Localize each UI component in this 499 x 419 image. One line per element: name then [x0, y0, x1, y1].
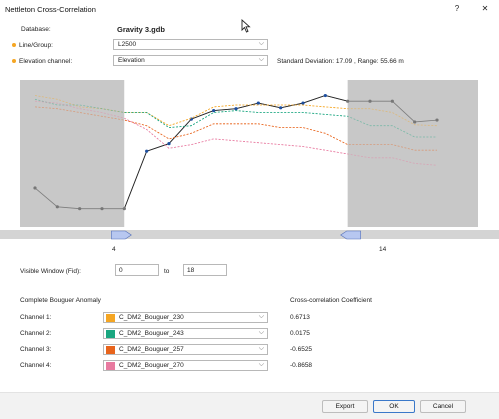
- series-point: [122, 207, 126, 211]
- channel-name: C_DM2_Bouguer_230: [119, 314, 184, 321]
- series-point: [256, 101, 260, 105]
- dialog-footer: Export OK Cancel: [0, 392, 499, 419]
- correlation-coefficient-value: -0.8658: [290, 362, 313, 369]
- series-point: [167, 142, 171, 146]
- channel-name: C_DM2_Bouguer_270: [119, 362, 184, 369]
- window-slider-track: [0, 230, 499, 239]
- window-end-marker-label: 14: [379, 246, 387, 253]
- channel-select[interactable]: C_DM2_Bouguer_270 ⌵: [103, 360, 268, 371]
- visible-window-to-input[interactable]: 18: [183, 264, 227, 276]
- plot-visible-window: [124, 80, 348, 227]
- statistics-text: Standard Deviation: 17.09 , Range: 55.66…: [277, 58, 404, 65]
- chevron-down-icon: ⌵: [258, 329, 264, 336]
- series-line: [124, 104, 348, 127]
- series-point: [33, 186, 37, 190]
- mouse-cursor-icon: [241, 18, 251, 36]
- channel-color-swatch: [106, 346, 115, 354]
- channel-color-swatch: [106, 362, 115, 370]
- line-group-value: L2500: [118, 41, 137, 48]
- correlation-coefficient-value: 0.6713: [290, 314, 310, 321]
- visible-window-from-input[interactable]: 0: [115, 264, 159, 276]
- series-line-dim: [34, 106, 437, 151]
- channel-label: Channel 1:: [20, 314, 52, 321]
- channel-select[interactable]: C_DM2_Bouguer_243 ⌵: [103, 328, 268, 339]
- required-indicator-icon: [12, 59, 16, 63]
- chevron-down-icon: ⌵: [258, 40, 264, 47]
- window-start-handle: [111, 230, 132, 240]
- channel-label: Channel 4:: [20, 362, 52, 369]
- series-line-dim: [34, 100, 438, 166]
- series-point: [413, 120, 417, 124]
- series-point: [234, 107, 238, 111]
- series-point: [55, 205, 59, 209]
- series-point: [189, 117, 193, 121]
- profile-chart: [0, 80, 499, 240]
- correlation-coefficient-value: 0.0175: [290, 330, 310, 337]
- series-point: [346, 99, 350, 103]
- series-point: [145, 149, 149, 153]
- complete-bouguer-anomaly-header: Complete Bouguer Anomaly: [20, 297, 101, 304]
- cancel-button[interactable]: Cancel: [420, 400, 466, 413]
- series-point: [212, 109, 216, 113]
- channel-color-swatch: [106, 314, 115, 322]
- window-title: Nettleton Cross-Correlation: [5, 5, 96, 14]
- correlation-coefficient-value: -0.6525: [290, 346, 313, 353]
- elevation-channel-label: Elevation channel:: [19, 58, 73, 65]
- series-point: [279, 106, 283, 110]
- channel-select[interactable]: C_DM2_Bouguer_230 ⌵: [103, 312, 268, 323]
- elevation-channel-select[interactable]: Elevation ⌵: [113, 55, 268, 66]
- visible-window-to-label: to: [164, 268, 170, 275]
- close-button[interactable]: ✕: [481, 4, 489, 13]
- window-end-handle: [340, 230, 361, 240]
- line-group-select[interactable]: L2500 ⌵: [113, 39, 268, 50]
- database-value: Gravity 3.gdb: [117, 25, 165, 34]
- chevron-down-icon: ⌵: [258, 345, 264, 352]
- plot-shaded-left: [20, 80, 125, 227]
- database-label: Database:: [21, 26, 51, 33]
- series-point: [390, 99, 394, 103]
- channel-select[interactable]: C_DM2_Bouguer_257 ⌵: [103, 344, 268, 355]
- ok-button[interactable]: OK: [373, 400, 415, 413]
- channel-color-swatch: [106, 330, 115, 338]
- export-button[interactable]: Export: [322, 400, 368, 413]
- chevron-down-icon: ⌵: [258, 361, 264, 368]
- channel-name: C_DM2_Bouguer_243: [119, 330, 184, 337]
- help-button[interactable]: ?: [454, 4, 460, 13]
- channel-label: Channel 2:: [20, 330, 52, 337]
- series-point: [435, 118, 439, 122]
- window-start-marker-label: 4: [112, 246, 116, 253]
- channel-label: Channel 3:: [20, 346, 52, 353]
- channel-name: C_DM2_Bouguer_257: [119, 346, 184, 353]
- series-line: [124, 110, 348, 129]
- cross-correlation-header: Cross-correlation Coefficient: [290, 297, 372, 304]
- series-point: [368, 99, 372, 103]
- plot-shaded-right: [347, 80, 478, 227]
- line-group-label: Line/Group:: [19, 42, 53, 49]
- chevron-down-icon: ⌵: [258, 56, 264, 63]
- series-point: [78, 207, 82, 211]
- series-point: [301, 101, 305, 105]
- title-bar: Nettleton Cross-Correlation ? ✕: [0, 0, 499, 18]
- series-point: [323, 93, 327, 98]
- series-point: [100, 207, 104, 211]
- visible-window-label: Visible Window (Fid):: [20, 268, 81, 275]
- elevation-channel-value: Elevation: [118, 57, 145, 64]
- chevron-down-icon: ⌵: [258, 313, 264, 320]
- required-indicator-icon: [12, 43, 16, 47]
